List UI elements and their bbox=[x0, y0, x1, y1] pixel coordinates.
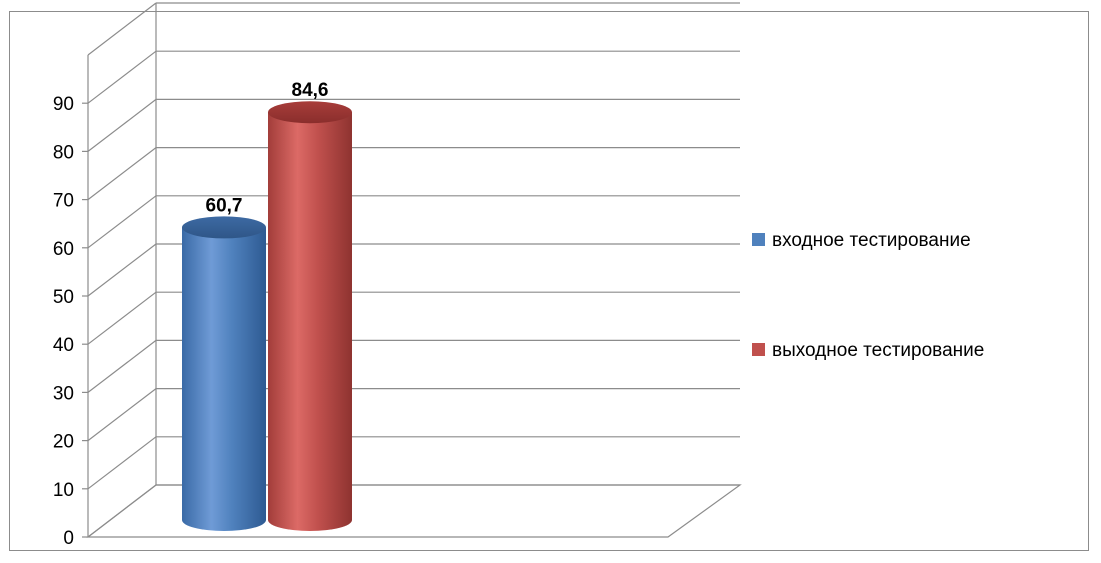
gridline-side bbox=[87, 339, 157, 393]
y-tick-label: 90 bbox=[53, 94, 74, 115]
y-tick-label: 60 bbox=[53, 239, 74, 260]
gridline-side bbox=[87, 2, 157, 56]
gridline-side bbox=[87, 147, 157, 201]
data-label: 84,6 bbox=[292, 80, 329, 101]
legend: входное тестирование выходное тестировани… bbox=[752, 230, 984, 361]
bar-top bbox=[182, 216, 266, 239]
bar-body bbox=[182, 227, 266, 531]
y-tick-label: 80 bbox=[53, 142, 74, 163]
bar-body bbox=[268, 112, 352, 531]
y-tick-label: 50 bbox=[53, 287, 74, 308]
legend-item: выходное тестирование bbox=[752, 340, 984, 361]
gridline-side bbox=[87, 50, 157, 104]
legend-label: выходное тестирование bbox=[772, 340, 984, 361]
legend-item: входное тестирование bbox=[752, 230, 971, 251]
legend-label: входное тестирование bbox=[772, 230, 971, 251]
axis-layer: 0 10 20 30 40 50 60 70 80 90 bbox=[53, 3, 157, 549]
legend-swatch bbox=[752, 343, 765, 356]
gridline-side bbox=[87, 98, 157, 152]
legend-swatch bbox=[752, 233, 765, 246]
labels-layer: 60,7 84,6 bbox=[206, 80, 329, 216]
gridline-side bbox=[87, 243, 157, 297]
y-tick-label: 20 bbox=[53, 432, 74, 453]
bars-layer bbox=[182, 101, 352, 531]
y-tick-label: 40 bbox=[53, 335, 74, 356]
gridline-side bbox=[87, 436, 157, 490]
gridline-side bbox=[87, 291, 157, 345]
y-tick-label: 70 bbox=[53, 191, 74, 212]
bar-output-testing bbox=[268, 101, 352, 531]
y-tick-label: 30 bbox=[53, 383, 74, 404]
bar-input-testing bbox=[182, 216, 266, 531]
floor bbox=[86, 484, 742, 538]
bar-top bbox=[268, 101, 352, 124]
data-label: 60,7 bbox=[206, 195, 243, 216]
y-tick-label: 10 bbox=[53, 480, 74, 501]
gridline-side bbox=[87, 195, 157, 249]
gridline-side bbox=[87, 388, 157, 442]
y-tick-label: 0 bbox=[63, 528, 74, 549]
